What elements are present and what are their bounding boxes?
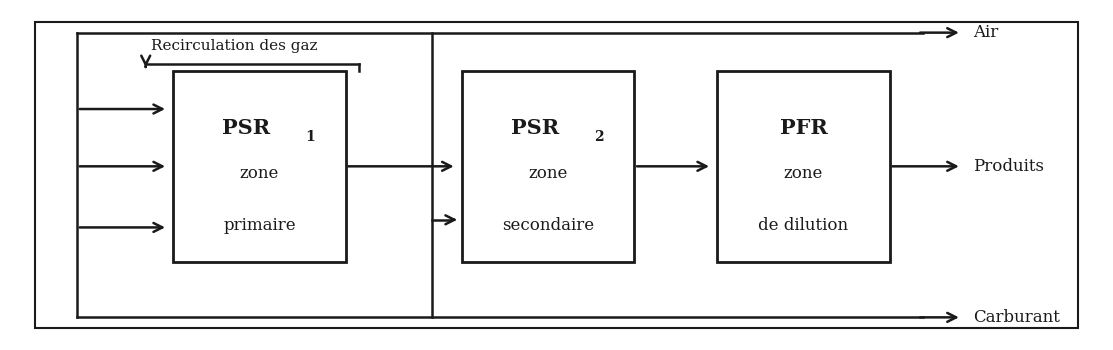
Text: primaire: primaire bbox=[224, 217, 296, 234]
Text: Produits: Produits bbox=[973, 158, 1044, 175]
Text: zone: zone bbox=[239, 165, 279, 182]
Text: Carburant: Carburant bbox=[973, 309, 1060, 326]
Bar bbox=[718, 71, 889, 262]
Text: PSR: PSR bbox=[223, 118, 270, 138]
Text: Air: Air bbox=[973, 24, 998, 41]
Text: zone: zone bbox=[529, 165, 568, 182]
Bar bbox=[35, 22, 1078, 328]
Text: 2: 2 bbox=[594, 130, 604, 144]
Text: Recirculation des gaz: Recirculation des gaz bbox=[151, 40, 318, 54]
Bar bbox=[174, 71, 345, 262]
Text: PFR: PFR bbox=[779, 118, 827, 138]
Text: 1: 1 bbox=[306, 130, 315, 144]
Text: de dilution: de dilution bbox=[758, 217, 848, 234]
Text: PSR: PSR bbox=[511, 118, 559, 138]
Text: zone: zone bbox=[784, 165, 824, 182]
Text: secondaire: secondaire bbox=[502, 217, 594, 234]
Bar bbox=[462, 71, 634, 262]
